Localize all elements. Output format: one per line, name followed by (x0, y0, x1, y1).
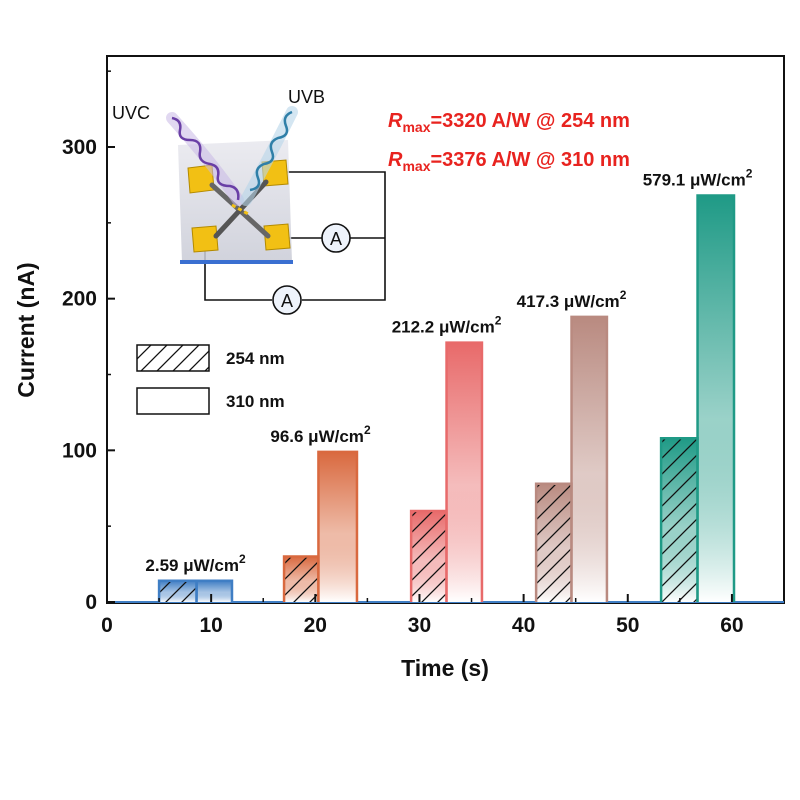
bar-outline-310-group-4 (570, 315, 609, 602)
intensity-label-group-4: 417.3 μW/cm2 (517, 288, 627, 311)
bar-outline-310-group-2 (317, 450, 359, 602)
intensity-label-text: 2.59 μW/cm (145, 556, 239, 575)
x-tick-label-40: 40 (512, 614, 535, 637)
intensity-label-sup: 2 (746, 167, 753, 181)
uvb-beam (240, 106, 298, 206)
device-schematic-inset: UVC UVB A A (112, 87, 386, 315)
rmax-annotation-1-prefix: R (388, 110, 403, 132)
bar-310-group-2 (318, 451, 357, 602)
rmax-annotation-2-prefix: R (388, 149, 403, 171)
ammeter-bottom (272, 285, 302, 315)
intensity-label-text: 212.2 μW/cm (392, 318, 495, 337)
y-tick-label-300: 300 (62, 136, 97, 159)
bar-outline-310-group-1 (195, 579, 234, 602)
bar-310-group-5 (697, 195, 735, 603)
x-axis-title: Time (s) (401, 655, 489, 681)
x-tick-label-50: 50 (616, 614, 639, 637)
bar-hatch-254-group-4 (536, 483, 572, 602)
rmax-annotation-2: Rmax=3376 A/W @ 310 nm (388, 149, 630, 174)
intensity-label-sup: 2 (620, 288, 627, 302)
rmax-annotation-1-sub: max (402, 119, 430, 135)
x-tick-label-60: 60 (720, 614, 743, 637)
legend-label-254: 254 nm (226, 349, 285, 368)
x-tick-label-0: 0 (101, 614, 113, 637)
legend-label-310: 310 nm (226, 392, 285, 411)
bar-hatch-254-group-5 (661, 438, 698, 602)
circuit-wire-top (270, 171, 386, 301)
uvc-wave (171, 116, 240, 201)
nanowire-junction (231, 203, 251, 217)
intensity-label-text: 96.6 μW/cm (270, 427, 364, 446)
bars-layer (157, 194, 736, 603)
intensity-label-sup: 2 (495, 314, 502, 328)
legend: 254 nm 310 nm (136, 344, 285, 415)
bar-hatch-254-group-2 (284, 556, 319, 602)
x-tick-label-20: 20 (304, 614, 327, 637)
y-tick-label-100: 100 (62, 439, 97, 462)
legend-swatch-310 (136, 387, 210, 415)
intensity-label-group-1: 2.59 μW/cm2 (145, 552, 246, 575)
bar-hatch-254-group-1 (159, 580, 197, 602)
intensity-label-group-5: 579.1 μW/cm2 (643, 167, 753, 190)
electrode-bottom-right (263, 223, 291, 251)
ammeter-middle (321, 223, 351, 253)
rmax-annotation-2-sub: max (402, 158, 430, 174)
bar-310-group-1 (196, 580, 232, 602)
rmax-annotation-1-text: =3320 A/W @ 254 nm (430, 110, 629, 132)
x-tick-label-10: 10 (199, 614, 222, 637)
intensity-label-group-2: 96.6 μW/cm2 (270, 423, 371, 446)
bar-310-group-4 (571, 316, 607, 602)
intensity-label-sup: 2 (239, 552, 246, 566)
x-tick-label-30: 30 (408, 614, 431, 637)
intensity-label-text: 579.1 μW/cm (643, 171, 746, 190)
bar-310-group-3 (446, 342, 482, 602)
y-axis-title: Current (nA) (13, 262, 39, 397)
y-tick-label-0: 0 (85, 591, 97, 614)
intensity-label-sup: 2 (364, 423, 371, 437)
rmax-annotation-1: Rmax=3320 A/W @ 254 nm (388, 110, 630, 135)
uvc-label: UVC (112, 103, 150, 123)
bar-hatch-254-group-3 (411, 511, 447, 602)
ammeter-bottom-symbol: A (281, 291, 293, 311)
bar-outline-310-group-3 (445, 341, 484, 602)
intensity-label-text: 417.3 μW/cm (517, 292, 620, 311)
electrode-bottom-left (191, 225, 219, 253)
uvb-label: UVB (288, 87, 325, 107)
bar-outline-310-group-5 (696, 194, 736, 602)
axes-layer: 0 10 20 30 40 50 60 0 100 200 300 (62, 70, 744, 637)
ammeter-middle-symbol: A (330, 229, 342, 249)
legend-swatch-254 (136, 344, 210, 372)
rmax-annotation-2-text: =3376 A/W @ 310 nm (430, 149, 629, 171)
y-tick-label-200: 200 (62, 288, 97, 311)
intensity-label-group-3: 212.2 μW/cm2 (392, 314, 502, 337)
uvb-wave (249, 110, 293, 192)
